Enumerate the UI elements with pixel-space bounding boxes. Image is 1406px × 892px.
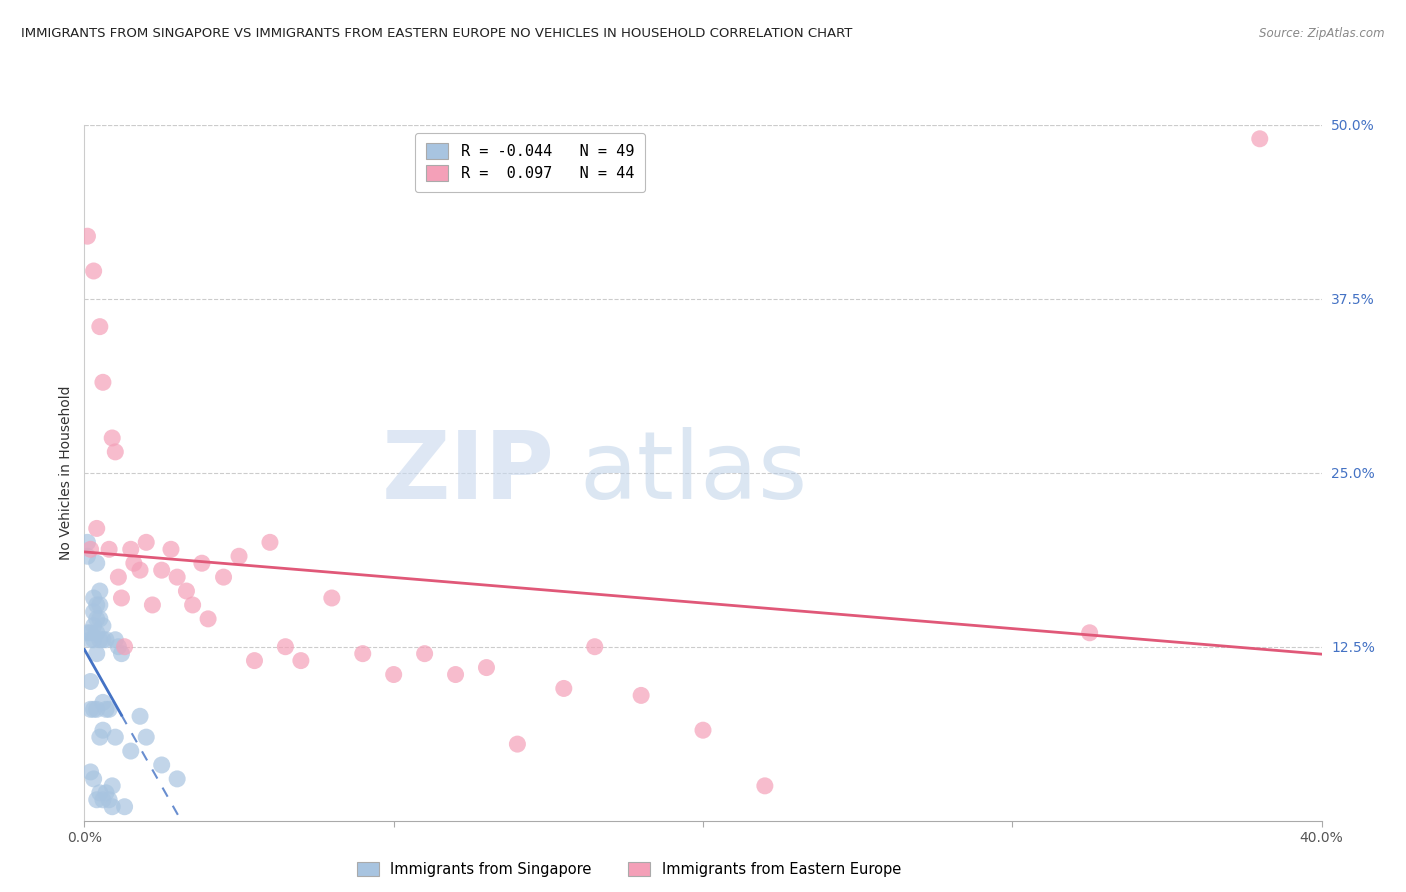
Point bbox=[86, 702, 108, 716]
Point bbox=[101, 779, 124, 793]
Point bbox=[94, 786, 117, 800]
Point bbox=[274, 640, 297, 654]
Point bbox=[89, 598, 111, 612]
Point bbox=[83, 772, 105, 786]
Point bbox=[583, 640, 606, 654]
Point bbox=[98, 702, 121, 716]
Point bbox=[91, 695, 114, 709]
Point bbox=[76, 229, 98, 244]
Point bbox=[444, 667, 467, 681]
Text: ZIP: ZIP bbox=[381, 426, 554, 519]
Point bbox=[91, 793, 114, 807]
Point bbox=[107, 570, 129, 584]
Point bbox=[150, 758, 173, 772]
Text: IMMIGRANTS FROM SINGAPORE VS IMMIGRANTS FROM EASTERN EUROPE NO VEHICLES IN HOUSE: IMMIGRANTS FROM SINGAPORE VS IMMIGRANTS … bbox=[21, 27, 852, 40]
Point bbox=[104, 730, 127, 744]
Point bbox=[79, 632, 101, 647]
Point bbox=[79, 542, 101, 557]
Point bbox=[98, 542, 121, 557]
Point bbox=[228, 549, 250, 564]
Point bbox=[129, 709, 152, 723]
Point bbox=[191, 556, 214, 570]
Point bbox=[86, 521, 108, 535]
Point bbox=[150, 563, 173, 577]
Point bbox=[83, 619, 105, 633]
Point bbox=[110, 591, 132, 605]
Point bbox=[89, 319, 111, 334]
Point bbox=[86, 793, 108, 807]
Point bbox=[290, 654, 312, 668]
Point bbox=[86, 556, 108, 570]
Point bbox=[166, 772, 188, 786]
Point bbox=[754, 779, 776, 793]
Point bbox=[176, 584, 198, 599]
Point bbox=[79, 674, 101, 689]
Y-axis label: No Vehicles in Household: No Vehicles in Household bbox=[59, 385, 73, 560]
Point bbox=[135, 730, 157, 744]
Text: Source: ZipAtlas.com: Source: ZipAtlas.com bbox=[1260, 27, 1385, 40]
Point bbox=[114, 640, 136, 654]
Point bbox=[91, 723, 114, 738]
Point bbox=[89, 786, 111, 800]
Point bbox=[104, 445, 127, 459]
Point bbox=[553, 681, 575, 696]
Point bbox=[1249, 132, 1271, 146]
Point bbox=[91, 632, 114, 647]
Point bbox=[630, 689, 652, 703]
Point bbox=[94, 702, 117, 716]
Point bbox=[83, 605, 105, 619]
Point bbox=[76, 535, 98, 549]
Point bbox=[506, 737, 529, 751]
Point bbox=[86, 647, 108, 661]
Point bbox=[122, 556, 145, 570]
Point bbox=[120, 542, 142, 557]
Point bbox=[86, 612, 108, 626]
Text: atlas: atlas bbox=[579, 426, 807, 519]
Point bbox=[91, 619, 114, 633]
Point bbox=[91, 376, 114, 390]
Point bbox=[135, 535, 157, 549]
Point bbox=[89, 632, 111, 647]
Point bbox=[475, 660, 498, 674]
Point bbox=[101, 799, 124, 814]
Point bbox=[76, 549, 98, 564]
Point bbox=[107, 640, 129, 654]
Point bbox=[86, 598, 108, 612]
Point bbox=[83, 591, 105, 605]
Point bbox=[692, 723, 714, 738]
Point bbox=[212, 570, 235, 584]
Point bbox=[120, 744, 142, 758]
Point bbox=[413, 647, 436, 661]
Point bbox=[76, 625, 98, 640]
Point bbox=[83, 632, 105, 647]
Point bbox=[104, 632, 127, 647]
Point bbox=[129, 563, 152, 577]
Point bbox=[166, 570, 188, 584]
Legend: Immigrants from Singapore, Immigrants from Eastern Europe: Immigrants from Singapore, Immigrants fr… bbox=[352, 856, 907, 883]
Point bbox=[101, 431, 124, 445]
Point bbox=[79, 764, 101, 779]
Point bbox=[352, 647, 374, 661]
Point bbox=[110, 647, 132, 661]
Point bbox=[160, 542, 183, 557]
Point bbox=[89, 730, 111, 744]
Point bbox=[83, 702, 105, 716]
Point bbox=[114, 799, 136, 814]
Point bbox=[86, 625, 108, 640]
Point bbox=[1078, 625, 1101, 640]
Point bbox=[94, 632, 117, 647]
Point bbox=[89, 584, 111, 599]
Point bbox=[79, 625, 101, 640]
Point bbox=[89, 612, 111, 626]
Point bbox=[98, 793, 121, 807]
Point bbox=[181, 598, 204, 612]
Point bbox=[141, 598, 163, 612]
Point bbox=[243, 654, 266, 668]
Point bbox=[79, 702, 101, 716]
Point bbox=[382, 667, 405, 681]
Point bbox=[321, 591, 343, 605]
Point bbox=[197, 612, 219, 626]
Point bbox=[259, 535, 281, 549]
Point bbox=[83, 264, 105, 278]
